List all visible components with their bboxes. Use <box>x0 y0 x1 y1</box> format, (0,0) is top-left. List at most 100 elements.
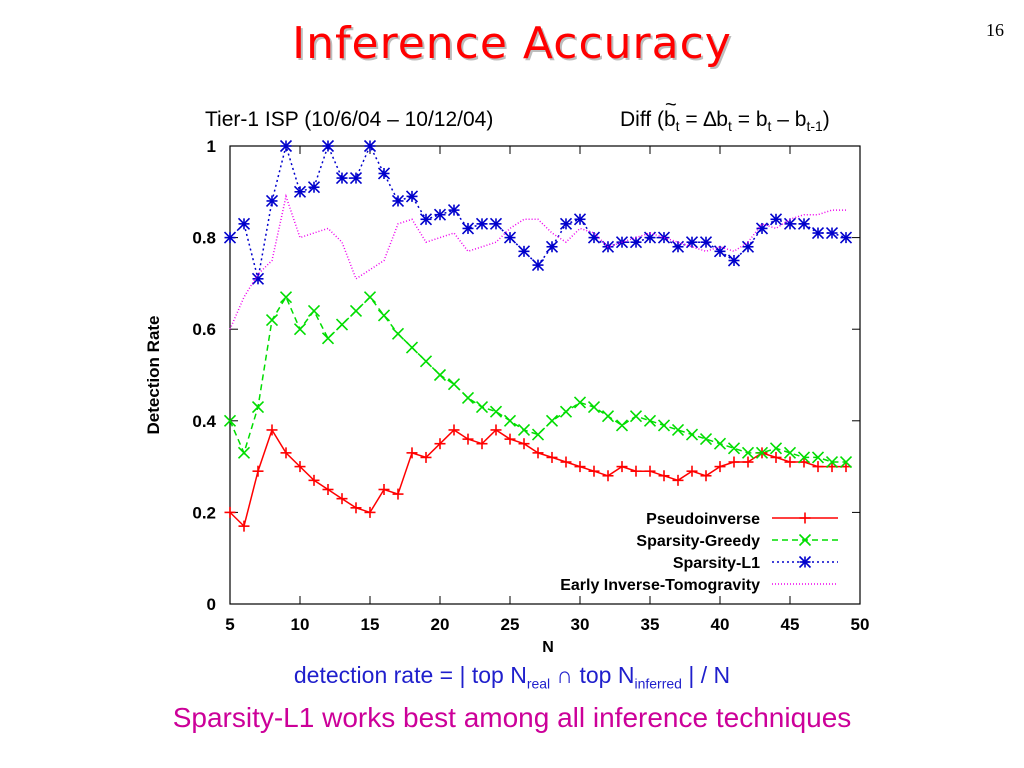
data-point-pseudoinverse <box>322 484 334 495</box>
data-point-sparsity-greedy <box>685 428 699 441</box>
data-point-sparsity-l1 <box>489 217 503 230</box>
x-tick-label: 5 <box>225 615 234 634</box>
data-point-sparsity-l1 <box>685 236 699 249</box>
diff-sub-t1: t <box>675 118 680 135</box>
data-point-pseudoinverse <box>252 465 264 477</box>
data-point-sparsity-greedy <box>321 332 335 345</box>
data-point-sparsity-greedy <box>657 419 671 432</box>
data-point-sparsity-l1 <box>335 171 349 185</box>
data-point-pseudoinverse <box>504 433 516 445</box>
data-point-sparsity-l1 <box>433 208 447 221</box>
data-point-sparsity-l1 <box>223 231 237 244</box>
plot-frame <box>229 145 861 605</box>
legend-marker-pseudoinverse <box>799 512 811 524</box>
data-point-sparsity-l1 <box>405 190 419 203</box>
data-point-sparsity-greedy <box>349 304 363 317</box>
data-point-sparsity-l1 <box>377 167 391 180</box>
data-point-sparsity-greedy <box>433 368 447 382</box>
data-point-pseudoinverse <box>574 461 586 473</box>
data-point-sparsity-l1 <box>307 181 321 194</box>
data-point-pseudoinverse <box>490 424 502 436</box>
x-tick-label: 45 <box>781 615 800 634</box>
slide-title: Inference Accuracy <box>292 18 732 69</box>
data-point-pseudoinverse <box>448 424 460 436</box>
data-point-sparsity-l1 <box>727 254 741 267</box>
data-point-pseudoinverse <box>630 465 642 477</box>
data-point-pseudoinverse <box>238 520 250 532</box>
data-point-sparsity-greedy <box>391 327 405 340</box>
data-point-sparsity-l1 <box>349 171 363 185</box>
data-point-sparsity-l1 <box>657 231 671 244</box>
data-point-sparsity-greedy <box>825 455 839 469</box>
data-point-pseudoinverse <box>672 474 684 486</box>
dataset-label: Tier-1 ISP (10/6/04 – 10/12/04) <box>205 108 494 131</box>
diff-sub-t2: t <box>728 118 732 135</box>
x-tick-label: 30 <box>571 615 590 634</box>
data-point-pseudoinverse <box>686 465 698 477</box>
formula-sub-inferred: inferred <box>634 675 682 692</box>
y-tick-label: 0.4 <box>192 412 216 431</box>
conclusion-text: Sparsity-L1 works best among all inferen… <box>172 702 852 733</box>
data-point-pseudoinverse <box>588 465 600 477</box>
data-point-sparsity-greedy <box>601 410 615 423</box>
data-point-sparsity-greedy <box>797 451 811 464</box>
data-point-sparsity-greedy <box>223 414 237 427</box>
data-point-sparsity-l1 <box>587 231 601 244</box>
data-point-sparsity-greedy <box>573 396 587 409</box>
data-point-pseudoinverse <box>602 470 614 482</box>
data-point-sparsity-greedy <box>265 313 279 327</box>
y-tick-label: 0.8 <box>192 229 216 248</box>
data-point-sparsity-greedy <box>545 414 559 427</box>
data-point-sparsity-l1 <box>825 226 839 240</box>
formula-part-b: ∩ top N <box>550 662 635 688</box>
data-point-pseudoinverse <box>406 447 418 459</box>
data-point-sparsity-l1 <box>321 139 335 153</box>
data-point-sparsity-l1 <box>545 240 559 253</box>
data-point-sparsity-l1 <box>559 217 573 230</box>
data-point-sparsity-l1 <box>447 204 461 217</box>
data-point-pseudoinverse <box>434 438 446 450</box>
data-point-sparsity-l1 <box>769 213 783 226</box>
legend-label-sparsity-greedy: Sparsity-Greedy <box>636 533 760 550</box>
diff-prefix: Diff ( <box>620 108 664 131</box>
data-point-sparsity-greedy <box>377 309 391 322</box>
data-point-sparsity-greedy <box>713 437 727 450</box>
data-point-pseudoinverse <box>644 465 656 477</box>
data-point-sparsity-l1 <box>811 226 825 240</box>
data-point-sparsity-l1 <box>517 245 531 258</box>
formula-part-c: | / N <box>681 662 731 688</box>
data-point-sparsity-l1 <box>531 259 545 272</box>
data-point-sparsity-greedy <box>503 414 517 427</box>
diff-mid2: = b <box>731 108 768 131</box>
data-point-sparsity-l1 <box>503 231 517 244</box>
x-axis-label: N <box>542 639 554 656</box>
data-point-sparsity-greedy <box>559 405 573 418</box>
x-tick-label: 25 <box>501 615 520 634</box>
series-line-sparsity-l1 <box>229 143 847 279</box>
data-point-pseudoinverse <box>546 451 558 463</box>
data-point-sparsity-greedy <box>293 323 307 336</box>
data-point-sparsity-greedy <box>839 455 853 469</box>
data-point-sparsity-greedy <box>461 391 475 404</box>
data-point-pseudoinverse <box>462 433 474 445</box>
data-point-sparsity-l1 <box>419 213 433 226</box>
data-point-sparsity-greedy <box>237 446 251 459</box>
data-point-sparsity-greedy <box>699 433 713 446</box>
data-point-sparsity-l1 <box>741 240 755 253</box>
data-point-pseudoinverse <box>616 461 628 473</box>
data-point-pseudoinverse <box>266 424 278 436</box>
data-point-pseudoinverse <box>532 447 544 459</box>
formula-sub-real: real <box>526 675 551 692</box>
data-point-pseudoinverse <box>364 506 376 518</box>
data-point-pseudoinverse <box>784 456 796 468</box>
detection-rate-formula: detection rate = | top Nreal ∩ top Ninfe… <box>0 662 1024 692</box>
x-tick-label: 10 <box>291 615 310 634</box>
legend-marker-sparsity-l1 <box>798 555 812 569</box>
y-tick-label: 0.6 <box>192 320 216 339</box>
data-point-sparsity-greedy <box>587 400 601 414</box>
data-point-sparsity-greedy <box>531 428 545 441</box>
x-tick-label: 50 <box>851 615 870 634</box>
data-point-sparsity-greedy <box>783 446 797 459</box>
data-point-pseudoinverse <box>728 456 740 468</box>
data-point-pseudoinverse <box>308 474 320 486</box>
